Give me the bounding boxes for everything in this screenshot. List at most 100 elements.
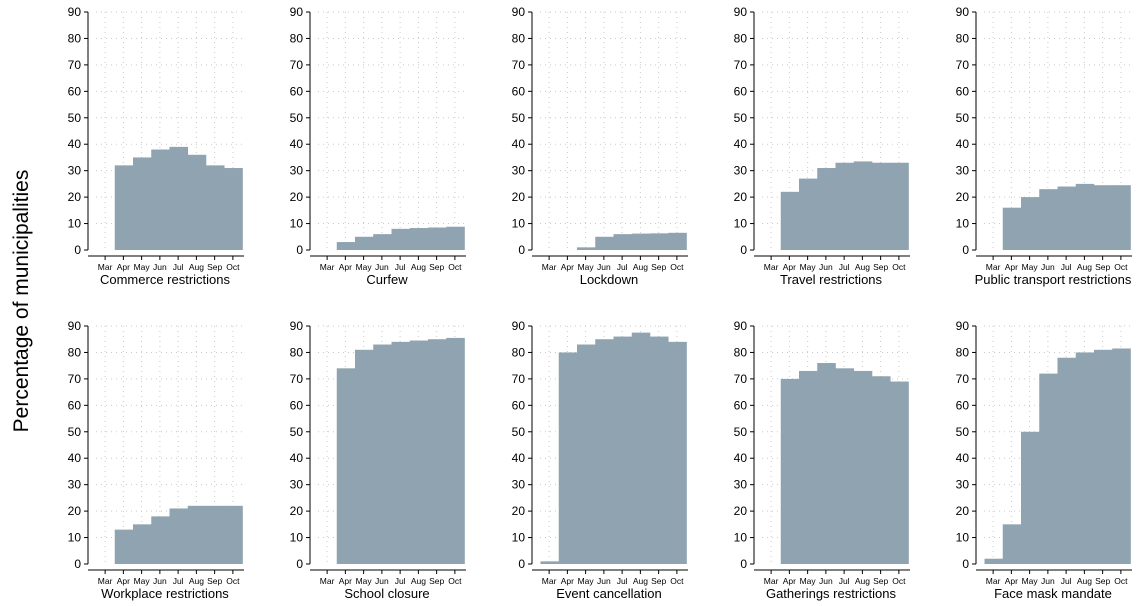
y-tick-label: 50 — [734, 425, 748, 439]
bar-aug — [631, 332, 651, 564]
bar-may — [799, 370, 818, 564]
x-tick-label: Mar — [764, 576, 779, 586]
y-tick-label: 60 — [290, 398, 304, 412]
x-tick-label: Aug — [855, 576, 870, 586]
bar-apr — [114, 529, 134, 564]
x-tick-label: Sep — [207, 262, 222, 272]
y-tick-label: 40 — [734, 137, 748, 151]
bar-apr — [336, 242, 356, 250]
bar-oct — [890, 381, 909, 564]
x-tick-label: Apr — [117, 262, 130, 272]
bar-oct — [1112, 348, 1131, 564]
chart-panel-8: 0 10 20 30 40 50 60 70 80 90 Mar Apr May Jun Jul Aug Sep… — [734, 319, 910, 601]
x-tick-label: Apr — [339, 576, 352, 586]
bar-may — [1021, 197, 1040, 250]
y-tick-label: 70 — [956, 58, 970, 72]
x-tick-label: Aug — [633, 262, 648, 272]
series-bars — [336, 226, 465, 250]
chart-panel-2: 0 10 20 30 40 50 60 70 80 90 Mar Apr May Jun Jul Aug Sep… — [512, 5, 688, 287]
bar-jul — [1057, 357, 1077, 564]
x-tick-label: Jul — [395, 576, 406, 586]
x-tick-label: Oct — [670, 576, 684, 586]
y-tick-label: 80 — [734, 31, 748, 45]
x-tick-label: Mar — [542, 576, 557, 586]
x-tick-label: Jul — [1061, 576, 1072, 586]
y-tick-label: 30 — [956, 164, 970, 178]
x-tick-label: Jun — [153, 576, 167, 586]
y-tick-label: 60 — [734, 84, 748, 98]
x-tick-label: Jul — [617, 262, 628, 272]
y-tick-label: 80 — [290, 31, 304, 45]
y-tick-label: 0 — [740, 243, 747, 257]
x-tick-label: Jul — [173, 576, 184, 586]
x-tick-label: Apr — [339, 262, 352, 272]
y-tick-label: 40 — [956, 137, 970, 151]
y-tick-label: 30 — [68, 478, 82, 492]
bar-may — [799, 178, 818, 250]
y-tick-label: 20 — [290, 504, 304, 518]
panel-title: Curfew — [366, 272, 408, 287]
y-tick-label: 50 — [956, 111, 970, 125]
series-bars — [780, 161, 909, 250]
y-tick-label: 30 — [290, 164, 304, 178]
bar-jun — [151, 516, 170, 564]
y-tick-label: 50 — [956, 425, 970, 439]
chart-panel-6: 0 10 20 30 40 50 60 70 80 90 Mar Apr May Jun Jul Aug Sep… — [290, 319, 466, 601]
y-tick-label: 70 — [512, 372, 526, 386]
bar-aug — [1075, 352, 1095, 564]
x-tick-label: Aug — [411, 262, 426, 272]
bar-may — [133, 524, 152, 564]
x-tick-label: Oct — [1114, 262, 1128, 272]
y-tick-label: 0 — [740, 557, 747, 571]
y-tick-label: 20 — [512, 504, 526, 518]
x-tick-label: Jul — [839, 576, 850, 586]
bar-sep — [650, 233, 669, 250]
x-tick-label: Sep — [207, 576, 222, 586]
bar-jun — [1039, 189, 1058, 250]
figure-y-axis-label-container: Percentage of municipalities — [2, 0, 42, 601]
x-tick-label: Aug — [411, 576, 426, 586]
y-tick-label: 0 — [296, 243, 303, 257]
y-tick-label: 50 — [734, 111, 748, 125]
y-tick-label: 60 — [68, 84, 82, 98]
y-tick-label: 60 — [734, 398, 748, 412]
y-tick-label: 90 — [956, 319, 970, 333]
x-tick-label: Jun — [819, 576, 833, 586]
x-tick-label: Jul — [1061, 262, 1072, 272]
panel-title: Public transport restrictions — [975, 272, 1132, 287]
y-tick-label: 20 — [290, 190, 304, 204]
series-bars — [780, 363, 909, 564]
y-tick-label: 90 — [512, 5, 526, 19]
y-tick-label: 80 — [956, 345, 970, 359]
x-tick-label: Sep — [1095, 576, 1110, 586]
x-tick-label: Jun — [597, 576, 611, 586]
y-tick-label: 90 — [290, 5, 304, 19]
bar-aug — [631, 233, 651, 250]
bar-jul — [613, 336, 633, 564]
bar-aug — [187, 505, 207, 564]
bar-sep — [206, 165, 225, 250]
x-tick-label: May — [578, 262, 595, 272]
bar-aug — [409, 340, 429, 564]
x-tick-label: Sep — [651, 576, 666, 586]
y-tick-label: 80 — [68, 31, 82, 45]
x-tick-label: Oct — [448, 262, 462, 272]
chart-panel-1: 0 10 20 30 40 50 60 70 80 90 Mar Apr May Jun Jul Aug Sep… — [290, 5, 466, 287]
x-tick-label: Sep — [651, 262, 666, 272]
x-tick-label: Mar — [764, 262, 779, 272]
x-tick-label: Jul — [395, 262, 406, 272]
y-tick-label: 0 — [962, 243, 969, 257]
bar-may — [1021, 431, 1040, 564]
bar-apr — [114, 165, 134, 250]
y-tick-label: 60 — [956, 84, 970, 98]
bar-apr — [1002, 524, 1022, 564]
bar-aug — [409, 228, 429, 250]
x-tick-label: Aug — [1077, 262, 1092, 272]
bar-jul — [169, 508, 189, 564]
x-tick-label: Oct — [892, 576, 906, 586]
y-tick-label: 40 — [956, 451, 970, 465]
bar-may — [355, 236, 374, 250]
y-tick-label: 50 — [68, 111, 82, 125]
x-tick-label: Mar — [986, 262, 1001, 272]
x-tick-label: Aug — [855, 262, 870, 272]
